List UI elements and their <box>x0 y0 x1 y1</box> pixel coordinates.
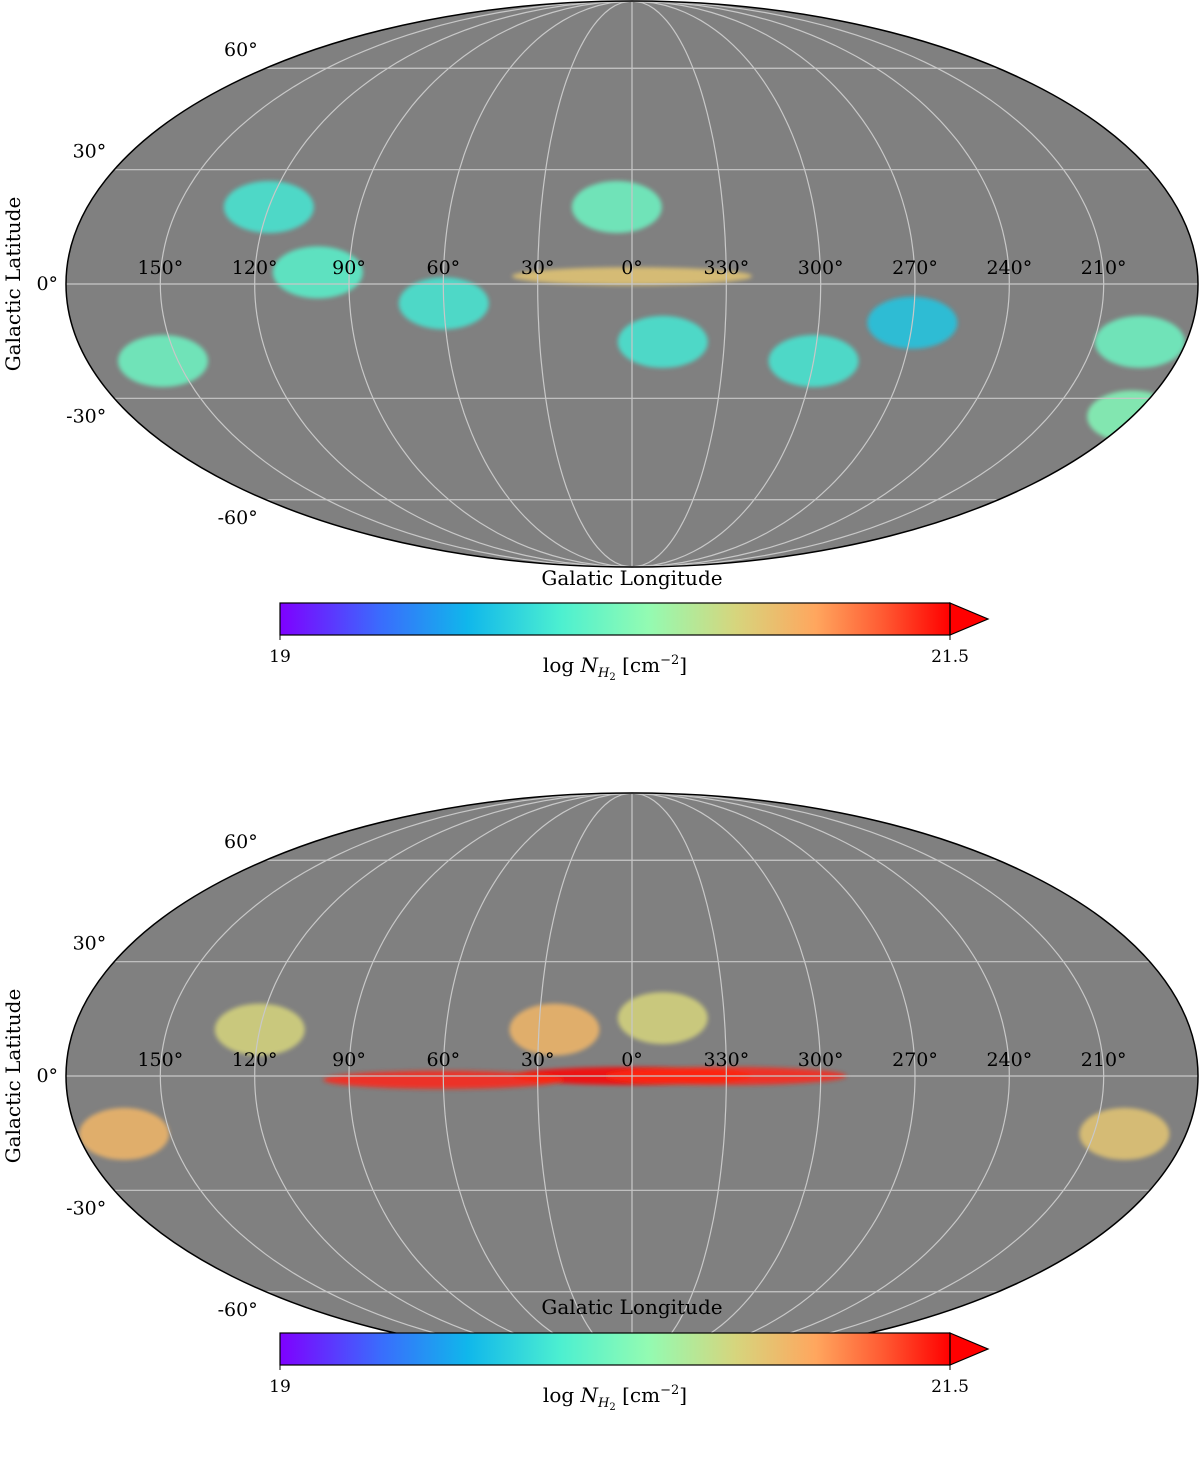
chart-panel-1: 150° 120° 90° 60° 30° 0° 330° 300° 270° 240° 210° 6… <box>0 0 1200 700</box>
colorbar-frame <box>279 602 951 636</box>
colorbar-label: log NH2 [cm−2] <box>543 1383 687 1413</box>
colorbar-label: log NH2 [cm−2] <box>543 653 687 683</box>
emission-feature-5 <box>571 181 662 234</box>
graticule <box>66 0 1198 568</box>
lon-tick-label: 90° <box>332 1049 366 1071</box>
chart-panel-2: 150° 120° 90° 60° 30° 0° 330° 300° 270° 240° 210° 6… <box>0 780 1200 1473</box>
lon-tick-label: 120° <box>232 257 278 279</box>
lon-tick-label: 330° <box>703 1049 749 1071</box>
lat-tick-label: 30° <box>73 933 107 955</box>
y-axis-label: Galactic Latitude <box>1 989 25 1164</box>
lon-tick-label: 150° <box>137 257 183 279</box>
colorbar-extend-arrow <box>949 1332 990 1366</box>
y-axis-label: Galactic Latitude <box>1 197 25 372</box>
lon-tick-label: 0° <box>621 257 643 279</box>
lon-tick-label: 150° <box>137 1049 183 1071</box>
x-axis-label: Galatic Longitude <box>541 566 722 590</box>
lon-tick-label: 240° <box>986 257 1032 279</box>
mollweide-map-2: 150° 120° 90° 60° 30° 0° 330° 300° 270° 240° 210° 6… <box>1 792 1199 1413</box>
graticule <box>66 792 1198 1360</box>
lat-tick-label: 60° <box>224 831 258 853</box>
colorbar-extend-arrow <box>949 602 990 636</box>
lat-tick-label: 0° <box>36 273 58 295</box>
lat-tick-label: -60° <box>218 507 258 529</box>
colorbar-frame <box>279 1332 951 1366</box>
emission-feature-4 <box>617 992 708 1045</box>
lon-tick-label: 300° <box>798 257 844 279</box>
lon-tick-label: 300° <box>798 1049 844 1071</box>
colorbar-min-label: 19 <box>269 647 291 667</box>
colorbar: 19 21.5 log NH2 [cm−2] <box>269 1332 990 1413</box>
emission-feature-3 <box>272 246 363 299</box>
emission-feature-7 <box>1079 1107 1170 1160</box>
lat-tick-label: 60° <box>224 39 258 61</box>
lat-tick-label: -60° <box>218 1299 258 1321</box>
lon-tick-label: 90° <box>332 257 366 279</box>
emission-feature-6 <box>79 1107 170 1160</box>
mollweide-map-1: 150° 120° 90° 60° 30° 0° 330° 300° 270° 240° 210° 6… <box>1 0 1199 683</box>
emission-feature-10 <box>1094 315 1185 368</box>
lon-tick-label: 240° <box>986 1049 1032 1071</box>
lon-tick-label: 30° <box>521 1049 555 1071</box>
lon-tick-label: 270° <box>892 1049 938 1071</box>
lon-tick-label: 210° <box>1081 1049 1127 1071</box>
lat-tick-label: -30° <box>66 1197 106 1219</box>
lon-tick-label: 270° <box>892 257 938 279</box>
colorbar-max-label: 21.5 <box>931 1377 969 1397</box>
lon-tick-label: 210° <box>1081 257 1127 279</box>
lon-tick-label: 30° <box>521 257 555 279</box>
map-outline <box>65 0 1199 568</box>
lat-tick-label: 0° <box>36 1065 58 1087</box>
lon-tick-label: 0° <box>621 1049 643 1071</box>
lon-tick-label: 330° <box>703 257 749 279</box>
colorbar-max-label: 21.5 <box>931 647 969 667</box>
x-axis-label: Galatic Longitude <box>541 1295 722 1319</box>
lon-tick-label: 60° <box>426 1049 460 1071</box>
emission-feature-3 <box>509 1003 600 1056</box>
lat-tick-label: 30° <box>73 141 107 163</box>
lon-tick-label: 60° <box>426 257 460 279</box>
emission-feature-1 <box>117 334 208 387</box>
colorbar-gradient <box>280 1333 950 1365</box>
lon-tick-label: 120° <box>232 1049 278 1071</box>
lat-tick-label: -30° <box>66 405 106 427</box>
colorbar-min-label: 19 <box>269 1377 291 1397</box>
colorbar: 19 21.5 log NH2 [cm−2] <box>269 602 990 683</box>
emission-feature-7 <box>617 315 708 368</box>
colorbar-gradient <box>280 603 950 635</box>
